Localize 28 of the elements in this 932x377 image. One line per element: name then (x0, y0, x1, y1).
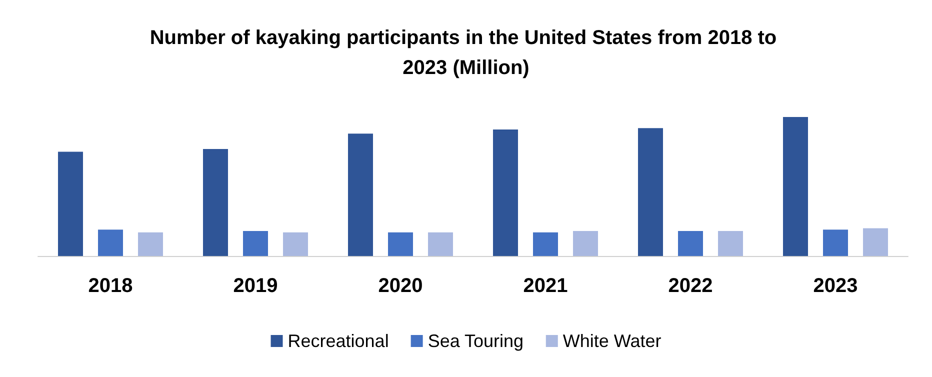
bar (138, 232, 163, 256)
bar (678, 230, 703, 256)
bar (863, 228, 888, 256)
bar (573, 230, 598, 256)
bar (203, 148, 228, 256)
bar (638, 128, 663, 256)
bar (493, 130, 518, 256)
bar (348, 134, 373, 256)
legend-label: Recreational (288, 331, 389, 351)
bar (243, 230, 268, 256)
x-tick-label: 2021 (523, 275, 568, 297)
x-tick-label: 2020 (378, 275, 423, 297)
x-tick-label: 2023 (813, 275, 858, 297)
x-tick-label: 2022 (668, 275, 713, 297)
legend-label: Sea Touring (428, 331, 524, 351)
x-tick-label: 2019 (233, 275, 278, 297)
bar (823, 230, 848, 256)
x-tick-label: 2018 (88, 275, 133, 297)
bar (718, 230, 743, 256)
bar (98, 230, 123, 256)
bar (388, 232, 413, 256)
bar (783, 117, 808, 256)
bar (58, 152, 83, 256)
chart-title: Number of kayaking participants in the United States from 2018 to 2023 (Million) (150, 27, 782, 79)
legend-label: White Water (562, 331, 662, 351)
bar (533, 232, 558, 256)
bar (428, 232, 453, 256)
bar (283, 232, 308, 256)
